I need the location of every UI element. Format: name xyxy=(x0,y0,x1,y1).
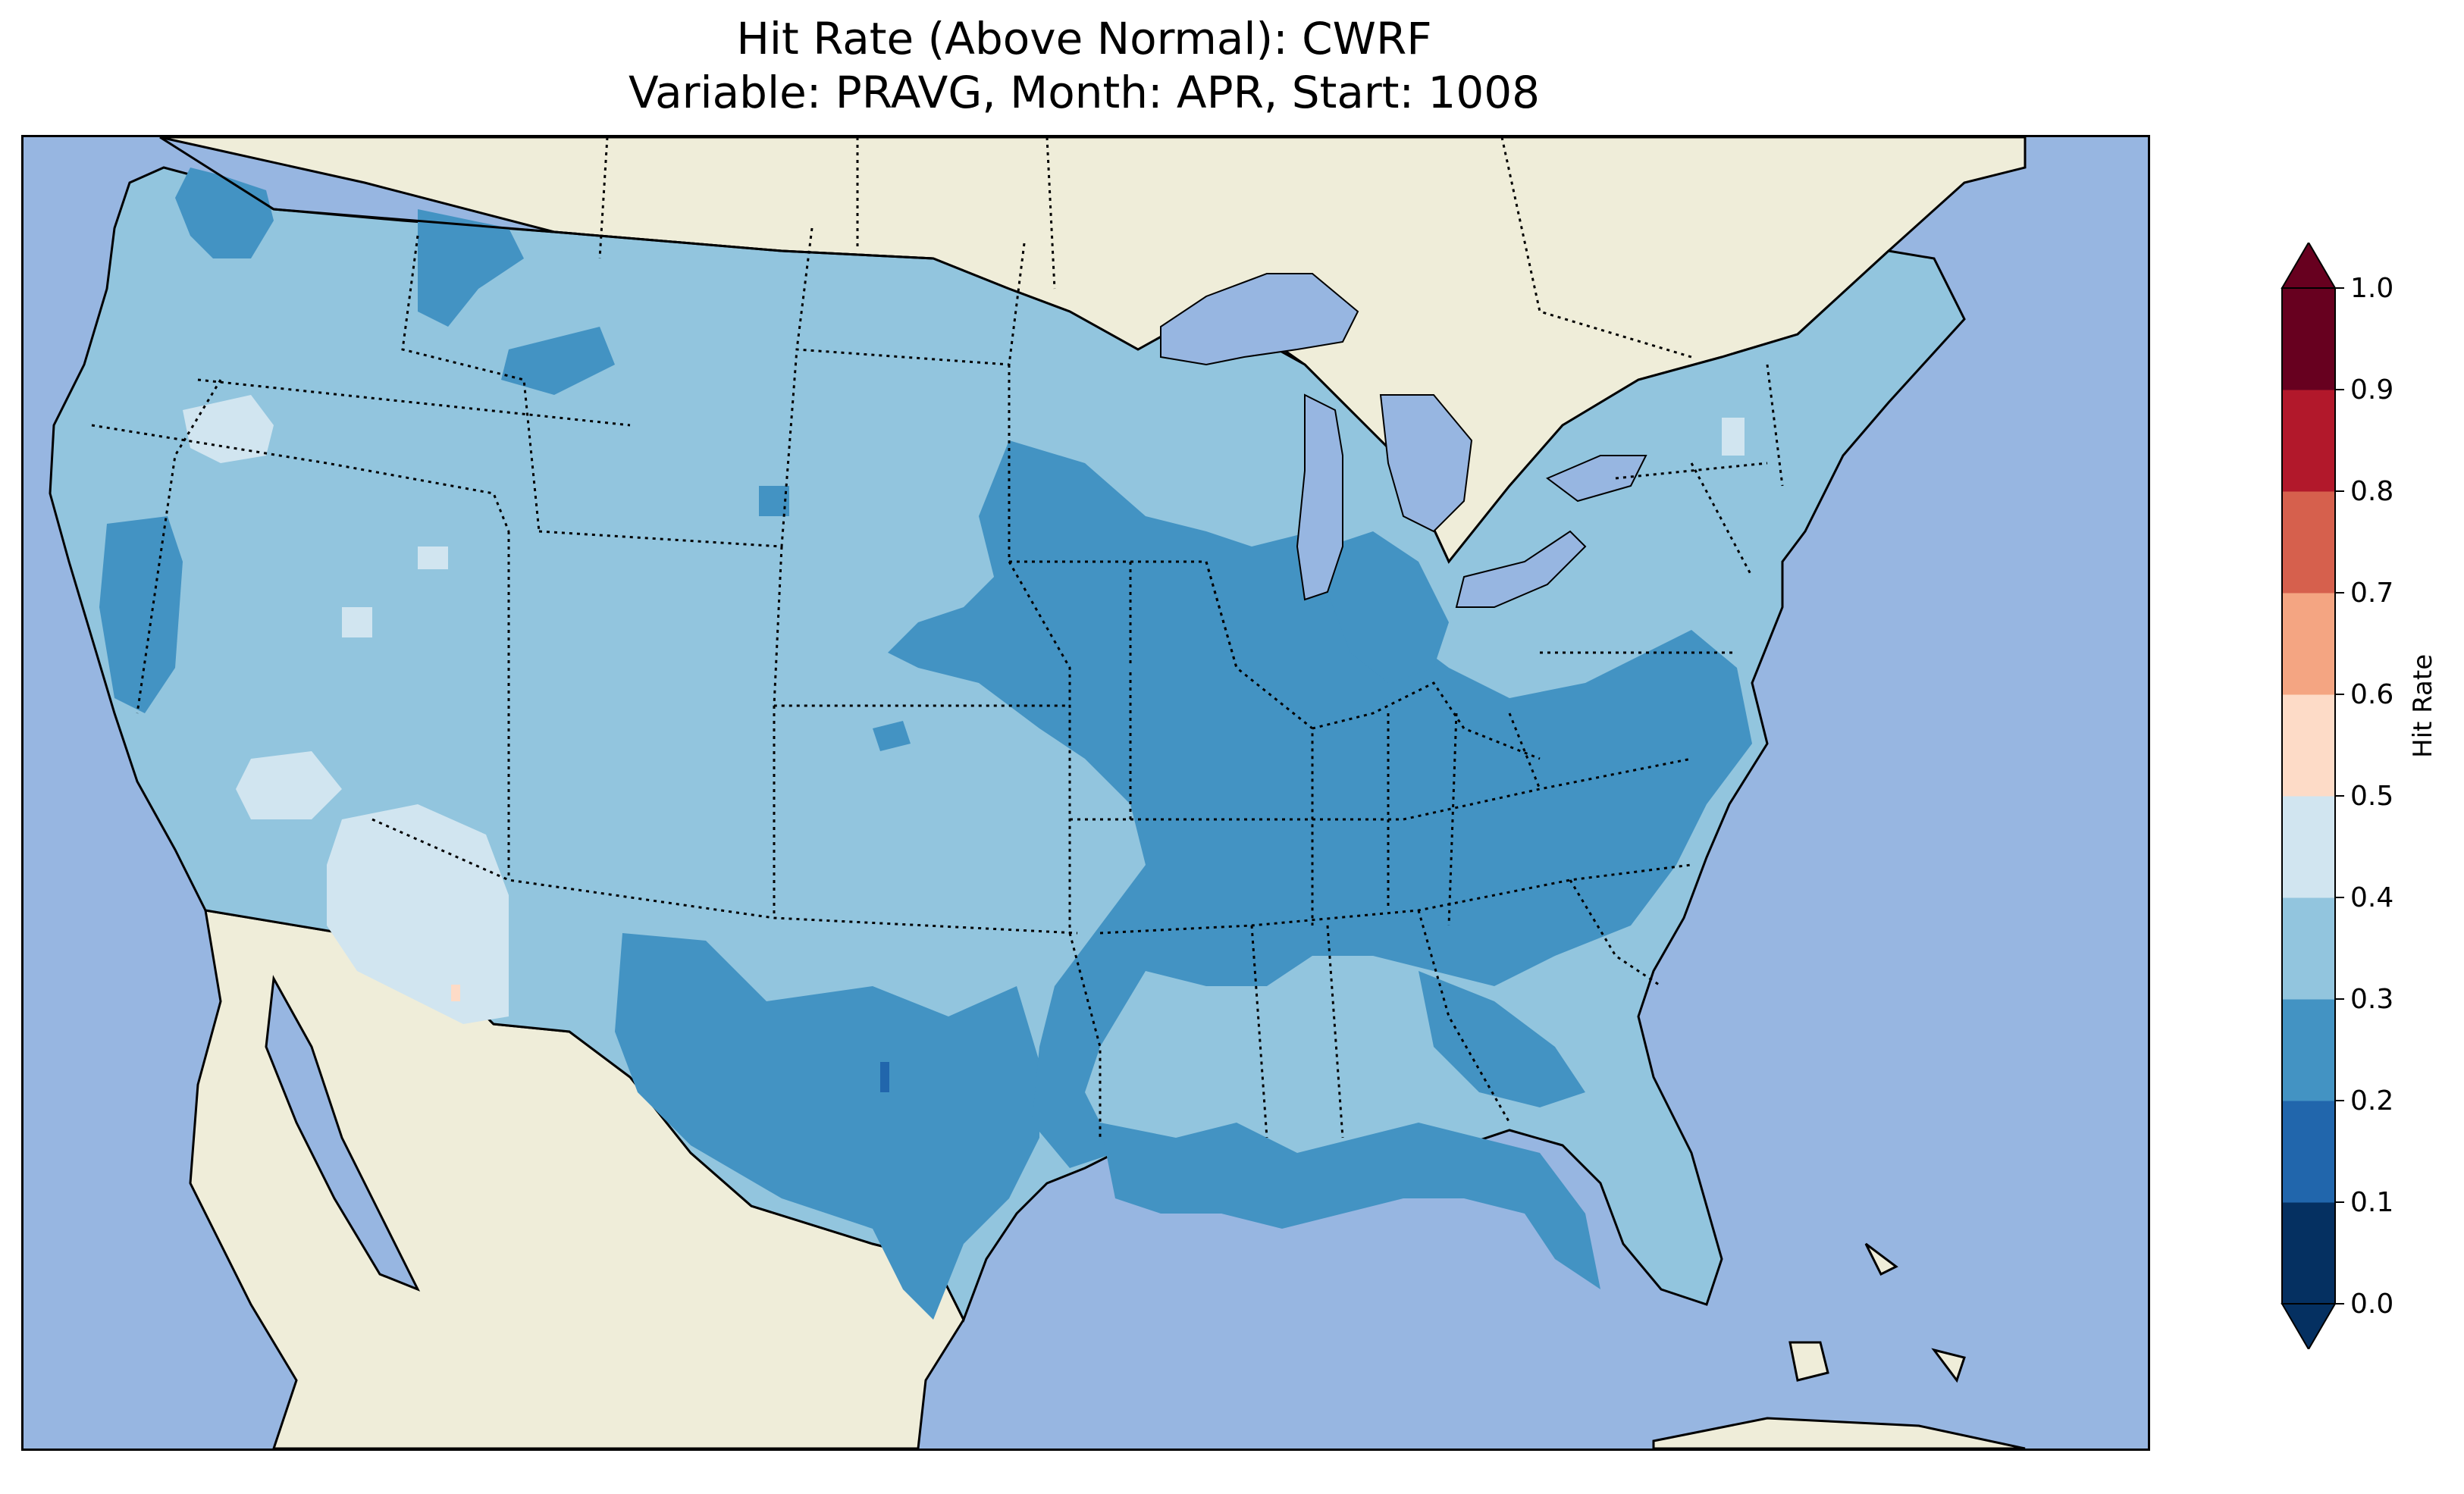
colorbar-bin xyxy=(2282,796,2335,898)
colorbar-bin xyxy=(2282,288,2335,390)
colorbar-extend-max xyxy=(2281,243,2337,289)
map-title: Hit Rate (Above Normal): CWRF xyxy=(736,13,1432,64)
state-borders xyxy=(91,227,1784,1139)
colorbar-tick-label: 1.0 xyxy=(2350,273,2393,304)
lake-ontario xyxy=(1546,455,1647,503)
region-michigan xyxy=(1328,531,1449,683)
region-arizona-peach xyxy=(451,985,460,1001)
region-texas-dark xyxy=(880,1062,889,1092)
region-california-north xyxy=(99,516,183,713)
lake-superior xyxy=(1160,273,1359,366)
colorbar-bin xyxy=(2282,491,2335,594)
colorbar-bin xyxy=(2282,593,2335,695)
map-panel xyxy=(21,135,2150,1451)
region-gulf-coast xyxy=(1100,1123,1600,1289)
cuba-land xyxy=(1652,1417,2026,1449)
region-ne-washington xyxy=(175,168,274,258)
colorbar-tick-label: 0.0 xyxy=(2350,1289,2393,1320)
bahamas-islands xyxy=(1788,1242,1966,1383)
hit-rate-0.2-0.3-regions xyxy=(99,168,1752,1320)
great-lakes xyxy=(1160,273,1647,608)
lake-erie xyxy=(1455,530,1587,608)
region-idaho-montana xyxy=(418,209,524,327)
map-subtitle: Variable: PRAVG, Month: APR, Start: 1008 xyxy=(628,67,1541,118)
region-maine-spot xyxy=(1722,418,1745,456)
colorbar-bin xyxy=(2282,1101,2335,1203)
region-texas-oklahoma xyxy=(615,933,1039,1320)
region-kansas-spot xyxy=(873,721,911,751)
colorbar-label: Hit Rate xyxy=(2408,653,2438,758)
colorbar-tick-label: 0.3 xyxy=(2350,984,2393,1015)
colorbar: 0.0 0.1 0.2 0.3 0.4 0.5 0.6 0.7 0.8 0.9 1.0 xyxy=(2281,243,2393,1349)
colorbar-tick-label: 0.7 xyxy=(2350,578,2393,609)
region-montana-central xyxy=(501,327,615,395)
colorbar-tick-label: 0.1 xyxy=(2350,1187,2393,1218)
colorbar-tick-label: 0.2 xyxy=(2350,1085,2393,1117)
lake-michigan xyxy=(1296,393,1343,601)
region-nevada-utah-light xyxy=(236,751,342,819)
colorbar-tick-label: 0.9 xyxy=(2350,374,2393,406)
region-midwest-core xyxy=(888,440,1752,1168)
colorbar-bin xyxy=(2282,999,2335,1101)
region-nebraska-spot xyxy=(759,486,789,516)
region-oregon-light xyxy=(183,395,274,463)
colorbar-tick-label: 0.8 xyxy=(2350,476,2393,507)
region-nevada-spot xyxy=(418,547,448,569)
province-borders xyxy=(598,137,1692,359)
region-utah-spot xyxy=(342,607,372,637)
colorbar-tick-label: 0.4 xyxy=(2350,882,2393,913)
colorbar-bin xyxy=(2282,694,2335,797)
canada-us-border xyxy=(159,137,934,260)
colorbar-bin xyxy=(2282,897,2335,1000)
lake-huron xyxy=(1379,394,1473,533)
colorbar-bin xyxy=(2282,1202,2335,1305)
colorbar-extend-min xyxy=(2281,1303,2337,1349)
colorbar-tick-label: 0.6 xyxy=(2350,679,2393,710)
region-georgia xyxy=(1419,971,1585,1107)
gulf-of-california xyxy=(265,975,421,1292)
map-canvas xyxy=(24,137,2148,1449)
colorbar-tick-label: 0.5 xyxy=(2350,781,2393,812)
colorbar-bin xyxy=(2282,390,2335,492)
